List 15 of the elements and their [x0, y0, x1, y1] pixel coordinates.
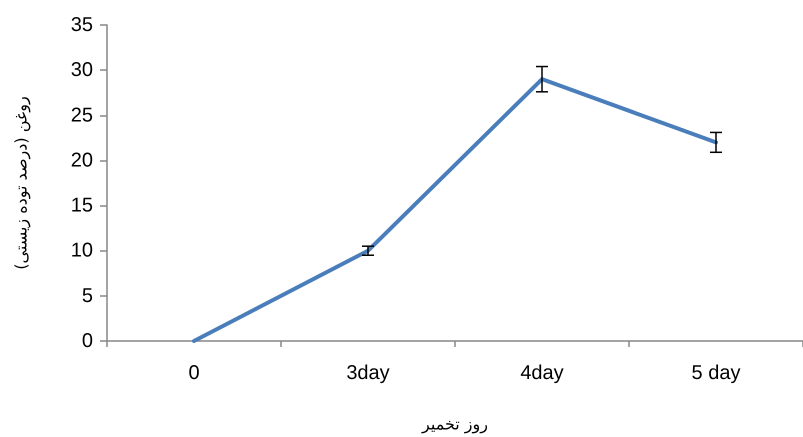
y-tick-label: 0: [82, 330, 93, 352]
x-axis-title: روز تخمیر: [421, 414, 488, 434]
y-tick-label: 20: [70, 149, 93, 172]
x-tick-label: 3day: [346, 362, 390, 384]
y-tick-label: 10: [70, 240, 93, 262]
y-tick-label: 15: [70, 194, 93, 217]
y-tick-label: 35: [70, 14, 93, 36]
y-axis-title: روغن (درصد توده زیستی): [12, 96, 30, 270]
y-tick-label: 30: [70, 59, 93, 82]
line-series: [192, 77, 718, 343]
y-tick-label: 25: [70, 104, 93, 126]
x-tick-label: 5 day: [692, 362, 740, 384]
x-tick-label: 4day: [520, 362, 564, 384]
x-tick-label: 0: [188, 362, 200, 384]
y-tick-label: 5: [82, 284, 93, 307]
